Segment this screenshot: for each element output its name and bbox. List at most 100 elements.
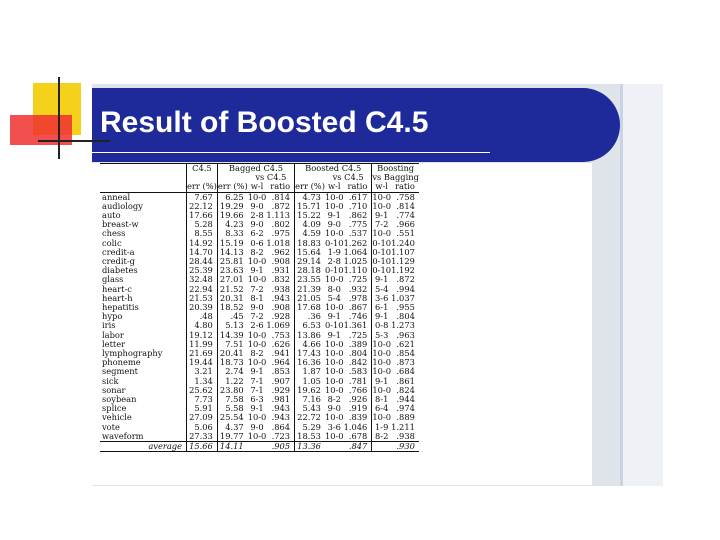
bagged-ratio-cell: 1.113 [266,210,291,221]
dataset-name-cell: vehicle [102,412,132,423]
boosted-err-cell: 16.36 [294,358,325,368]
title-banner [92,88,620,162]
boosted-ratio-cell: .725 [348,329,368,340]
bagged-wl-cell: 6-3 [250,394,264,405]
boosted-err-cell: 28.18 [294,266,325,276]
boosted-err-cell: 15.64 [294,247,325,258]
boosted-wl-cell: 10-0 [324,348,344,359]
bagged-wl-cell: 7-1 [250,384,264,395]
bagged-ratio-cell: .929 [271,384,291,395]
dataset-name-cell: glass [102,274,124,285]
dataset-name-cell: audiology [102,200,143,211]
bagged-err-cell: 4.37 [216,422,248,432]
table-row: vote 5.06 4.37 9-0 .864 5.29 3-6 1.046 1-9 1.211 [100,421,419,432]
boost-vs-bag-wl-cell [371,441,392,452]
boosted-ratio-cell: .932 [348,283,368,294]
bagged-ratio-cell: 1.069 [266,320,291,331]
bagged-ratio-cell: .908 [271,302,291,313]
dataset-name-cell: heart-c [102,283,132,294]
boost-vs-bag-wl-cell: 10-0 [371,338,392,350]
boosted-wl-cell: 9-0 [327,403,341,414]
c45-err-cell: 15.66 [186,441,218,452]
bagged-wl-cell: 9-1 [250,403,264,414]
boost-vs-bag-wl-cell: 10-0 [371,366,392,377]
bagged-wl-cell: 10-0 [247,191,267,202]
dataset-name-cell: sonar [102,384,126,395]
dataset-name-cell: waveform [102,430,144,441]
table-row: splice 5.91 5.58 9-1 .943 5.43 9-0 .919 6-4 .974 [100,403,419,414]
boost-vs-bag-wl-cell: 1-9 [371,422,392,432]
boost-vs-bag-ratio-cell: .861 [396,375,415,386]
boost-vs-bag-wl-cell: 10-0 [371,200,392,212]
c45-err-cell: 27.09 [186,413,218,423]
bagged-err-cell: 21.52 [216,284,248,294]
c45-err-cell: 27.33 [186,431,218,442]
dataset-name-cell: iris [102,320,116,331]
boosted-wl-cell: 9-0 [327,219,341,230]
c45-err-cell: 21.69 [186,348,218,359]
table-row: segment 3.21 2.74 9-1.853 1.87 10-0.583 10-0.6… [100,366,419,377]
bagged-wl-cell: 10-0 [247,412,267,423]
boost-vs-bag-ratio-cell: 1.211 [391,421,415,432]
boosted-ratio-cell: .919 [348,403,368,414]
table-row: chess 8.55 8.33 6-2.975 4.59 10-0.537 10-0.551 [100,228,419,239]
bagged-ratio-cell: .962 [271,246,291,257]
bagged-ratio-cell: .753 [271,329,291,340]
boost-vs-bag-wl-cell: 0-10 [371,265,392,276]
boosted-ratio-cell: .775 [348,219,368,230]
boosted-ratio-cell: 1.110 [343,265,368,276]
decor-vertical-line [58,77,60,159]
dataset-name-cell: diabetes [102,265,138,276]
boost-vs-bag-wl-cell: 10-0 [371,191,392,202]
boosted-wl-cell: 9-1 [327,311,341,322]
bagged-ratio-cell: .864 [271,421,291,432]
dataset-name-cell: soybean [102,394,137,405]
boosted-ratio-cell: .583 [348,366,368,377]
boosted-err-cell: 22.72 [294,413,325,423]
col-header: w-l [371,182,392,193]
bagged-wl-cell: 10-0 [247,329,267,340]
group-bagged: Bagged C4.5 [216,163,295,174]
bagged-wl-cell: 2-8 [250,210,264,221]
boosted-err-cell: 15.71 [294,201,325,212]
bagged-wl-cell: 6-2 [250,228,264,239]
boosted-wl-cell: 10-0 [324,200,344,211]
dataset-name-cell: sick [102,375,119,386]
boosted-err-cell: 18.83 [294,238,325,248]
bagged-wl-cell: 9-1 [250,265,264,276]
boosted-err-cell: 21.05 [294,293,325,304]
bagged-ratio-cell: .931 [271,265,291,276]
boosted-err-cell: 7.16 [294,394,325,405]
boost-vs-bag-ratio-cell: .551 [396,228,415,239]
boosted-err-cell: 23.55 [294,275,325,285]
boosted-wl-cell: 3-6 [327,421,341,432]
table-row: phoneme 19.44 18.73 10-0.964 16.36 10-0.842 10… [100,358,419,368]
table-row: soybean 7.73 7.58 6-3 .981 7.16 8-2 .926 8-1 .944 [100,394,419,405]
boost-vs-bag-wl-cell: 8-1 [371,394,392,405]
bagged-wl-cell: 8-2 [250,246,264,257]
table-row: anneal 7.67 6.25 10-0.814 4.73 10-0.617 10-0.7… [100,192,419,202]
dataset-name-cell: breast-w [102,219,139,230]
bagged-err-cell: 20.31 [216,293,248,304]
boost-vs-bag-ratio-cell: 1.240 [391,237,415,248]
bagged-err-cell: 7.58 [216,394,248,405]
boost-vs-bag-wl-cell: 0-10 [371,237,392,248]
boost-vs-bag-wl-cell: 0-10 [371,246,392,258]
boosted-ratio-cell: 1.064 [343,246,368,257]
boosted-err-cell: 17.43 [294,348,325,359]
bagged-err-cell: 1.22 [216,376,248,386]
boosted-wl-cell: 10-0 [324,375,344,386]
bagged-wl-cell: 2-6 [250,320,264,331]
table-row: credit-a 14.70 14.13 8-2 .962 15.64 1-9 1.064 0-… [100,246,419,258]
boost-vs-bag-wl-cell: 9-1 [371,376,392,386]
boosted-wl-cell: 10-0 [324,384,344,395]
col-header: err (%) [294,181,325,193]
c45-err-cell: 25.62 [186,385,218,396]
bagged-wl-cell: 9-0 [250,219,264,230]
table-row: lymphography 21.69 20.41 8-2.941 17.43 10-0.8… [100,348,419,359]
dataset-name-cell: letter [102,338,126,349]
table-row: heart-h 21.53 20.31 8-1 .943 21.05 5-4 .978 3-6 1… [100,293,419,304]
col-header: ratio [395,181,415,192]
table-row: colic 14.92 15.19 0-6 1.018 18.83 0-10 1.262 0-1… [100,237,419,248]
boosted-ratio-cell: .710 [348,200,368,211]
